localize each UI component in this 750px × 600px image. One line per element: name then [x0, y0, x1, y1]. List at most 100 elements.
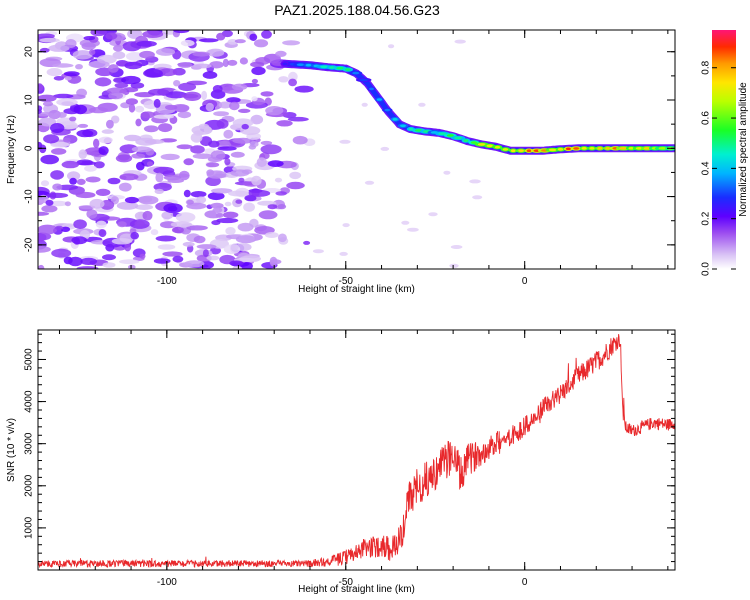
- noise-blob: [139, 253, 146, 259]
- noise-blob: [67, 171, 81, 181]
- noise-blob: [251, 96, 258, 102]
- noise-blob: [243, 202, 256, 212]
- figure-title: PAZ1.2025.188.04.56.G23: [274, 2, 440, 18]
- noise-blob: [202, 71, 218, 79]
- noise-blob: [235, 235, 257, 244]
- noise-blob: [71, 236, 88, 245]
- noise-blob: [112, 51, 126, 60]
- noise-blob: [232, 137, 254, 144]
- colorbar: 0.0 0.2 0.4 0.6 0.8 Normalized spectral ampl…: [701, 30, 749, 276]
- noise-blob: [150, 229, 159, 236]
- noise-blob: [146, 161, 154, 167]
- noise-blob: [38, 264, 45, 269]
- noise-blob: [278, 76, 289, 83]
- snr-plot-area: [38, 334, 675, 569]
- noise-blob: [162, 251, 183, 257]
- colorbar-tick-label: 0.0: [701, 262, 712, 276]
- signal-core: [454, 136, 463, 140]
- noise-blob: [339, 139, 351, 144]
- noise-blob: [115, 154, 133, 163]
- noise-blob: [253, 39, 269, 48]
- noise-blob: [106, 119, 114, 129]
- noise-blob: [212, 207, 223, 214]
- spectrogram-y-tick-label: 10: [24, 94, 35, 106]
- noise-blob: [72, 50, 93, 60]
- noise-blob: [218, 101, 232, 109]
- signal-core: [605, 147, 610, 150]
- noise-blob: [40, 154, 59, 165]
- signal-core: [628, 147, 635, 150]
- noise-blob: [248, 144, 256, 150]
- noise-blob: [251, 78, 258, 84]
- noise-blob: [89, 106, 109, 114]
- noise-blob: [178, 170, 190, 181]
- noise-blob: [154, 188, 164, 194]
- spectrogram-y-tick-label: 20: [24, 46, 35, 58]
- noise-blob: [83, 36, 96, 41]
- noise-blob: [312, 249, 324, 254]
- noise-blob: [193, 235, 206, 244]
- noise-blob: [450, 245, 463, 249]
- noise-blob: [216, 217, 239, 224]
- signal-core: [320, 65, 329, 69]
- noise-blob: [61, 160, 79, 169]
- noise-blob: [178, 82, 197, 92]
- snr-y-tick-label: 2000: [24, 474, 35, 497]
- noise-blob: [190, 132, 203, 143]
- noise-blob: [136, 161, 145, 171]
- noise-blob: [85, 176, 101, 183]
- noise-blob: [292, 135, 308, 145]
- signal-core: [619, 147, 628, 150]
- noise-blob: [38, 33, 55, 39]
- signal-core: [486, 144, 493, 148]
- noise-blob: [361, 102, 368, 107]
- noise-blob: [210, 150, 226, 161]
- noise-blob: [277, 204, 287, 210]
- noise-blob: [69, 177, 77, 185]
- snr-panel: -100 -50 0 1000 2000 3000 4000 5000 Height of s…: [6, 329, 676, 595]
- noise-blob: [275, 191, 288, 196]
- spectrogram-x-tick-label: -100: [157, 276, 177, 287]
- noise-blob: [171, 226, 184, 234]
- noise-blob: [128, 264, 136, 269]
- noise-blob: [196, 254, 212, 262]
- noise-blob: [50, 141, 70, 148]
- noise-blob: [170, 221, 193, 228]
- noise-blob: [51, 148, 67, 155]
- noise-blob: [263, 53, 281, 64]
- snr-x-tick-label: -50: [339, 577, 354, 588]
- noise-blob: [140, 111, 156, 119]
- noise-blob: [80, 257, 98, 265]
- noise-blob: [51, 248, 72, 258]
- noise-blob: [267, 160, 284, 168]
- noise-blob: [251, 175, 262, 186]
- noise-blob: [229, 101, 240, 111]
- noise-blob: [251, 66, 266, 76]
- signal-core: [408, 127, 414, 131]
- noise-blob: [63, 71, 80, 77]
- signal-core: [526, 149, 532, 152]
- noise-blob: [136, 40, 157, 47]
- noise-blob: [206, 162, 220, 168]
- noise-blob: [98, 136, 113, 144]
- noise-blob: [190, 191, 207, 198]
- noise-blob: [138, 195, 159, 205]
- noise-blob: [406, 227, 419, 232]
- noise-blob: [39, 37, 60, 43]
- noise-blob: [173, 80, 181, 87]
- noise-blob: [238, 108, 251, 113]
- noise-blob: [472, 195, 483, 200]
- noise-blob: [76, 129, 94, 138]
- noise-blob: [287, 116, 309, 122]
- noise-blob: [134, 204, 154, 210]
- noise-blob: [108, 64, 119, 73]
- signal-core: [557, 148, 564, 151]
- noise-blob: [206, 48, 225, 57]
- noise-blob: [93, 138, 100, 148]
- spectrogram-y-tick-label: -20: [24, 237, 35, 252]
- noise-blob: [119, 173, 139, 181]
- signal-core: [494, 145, 501, 149]
- snr-y-tick-label: 1000: [24, 516, 35, 539]
